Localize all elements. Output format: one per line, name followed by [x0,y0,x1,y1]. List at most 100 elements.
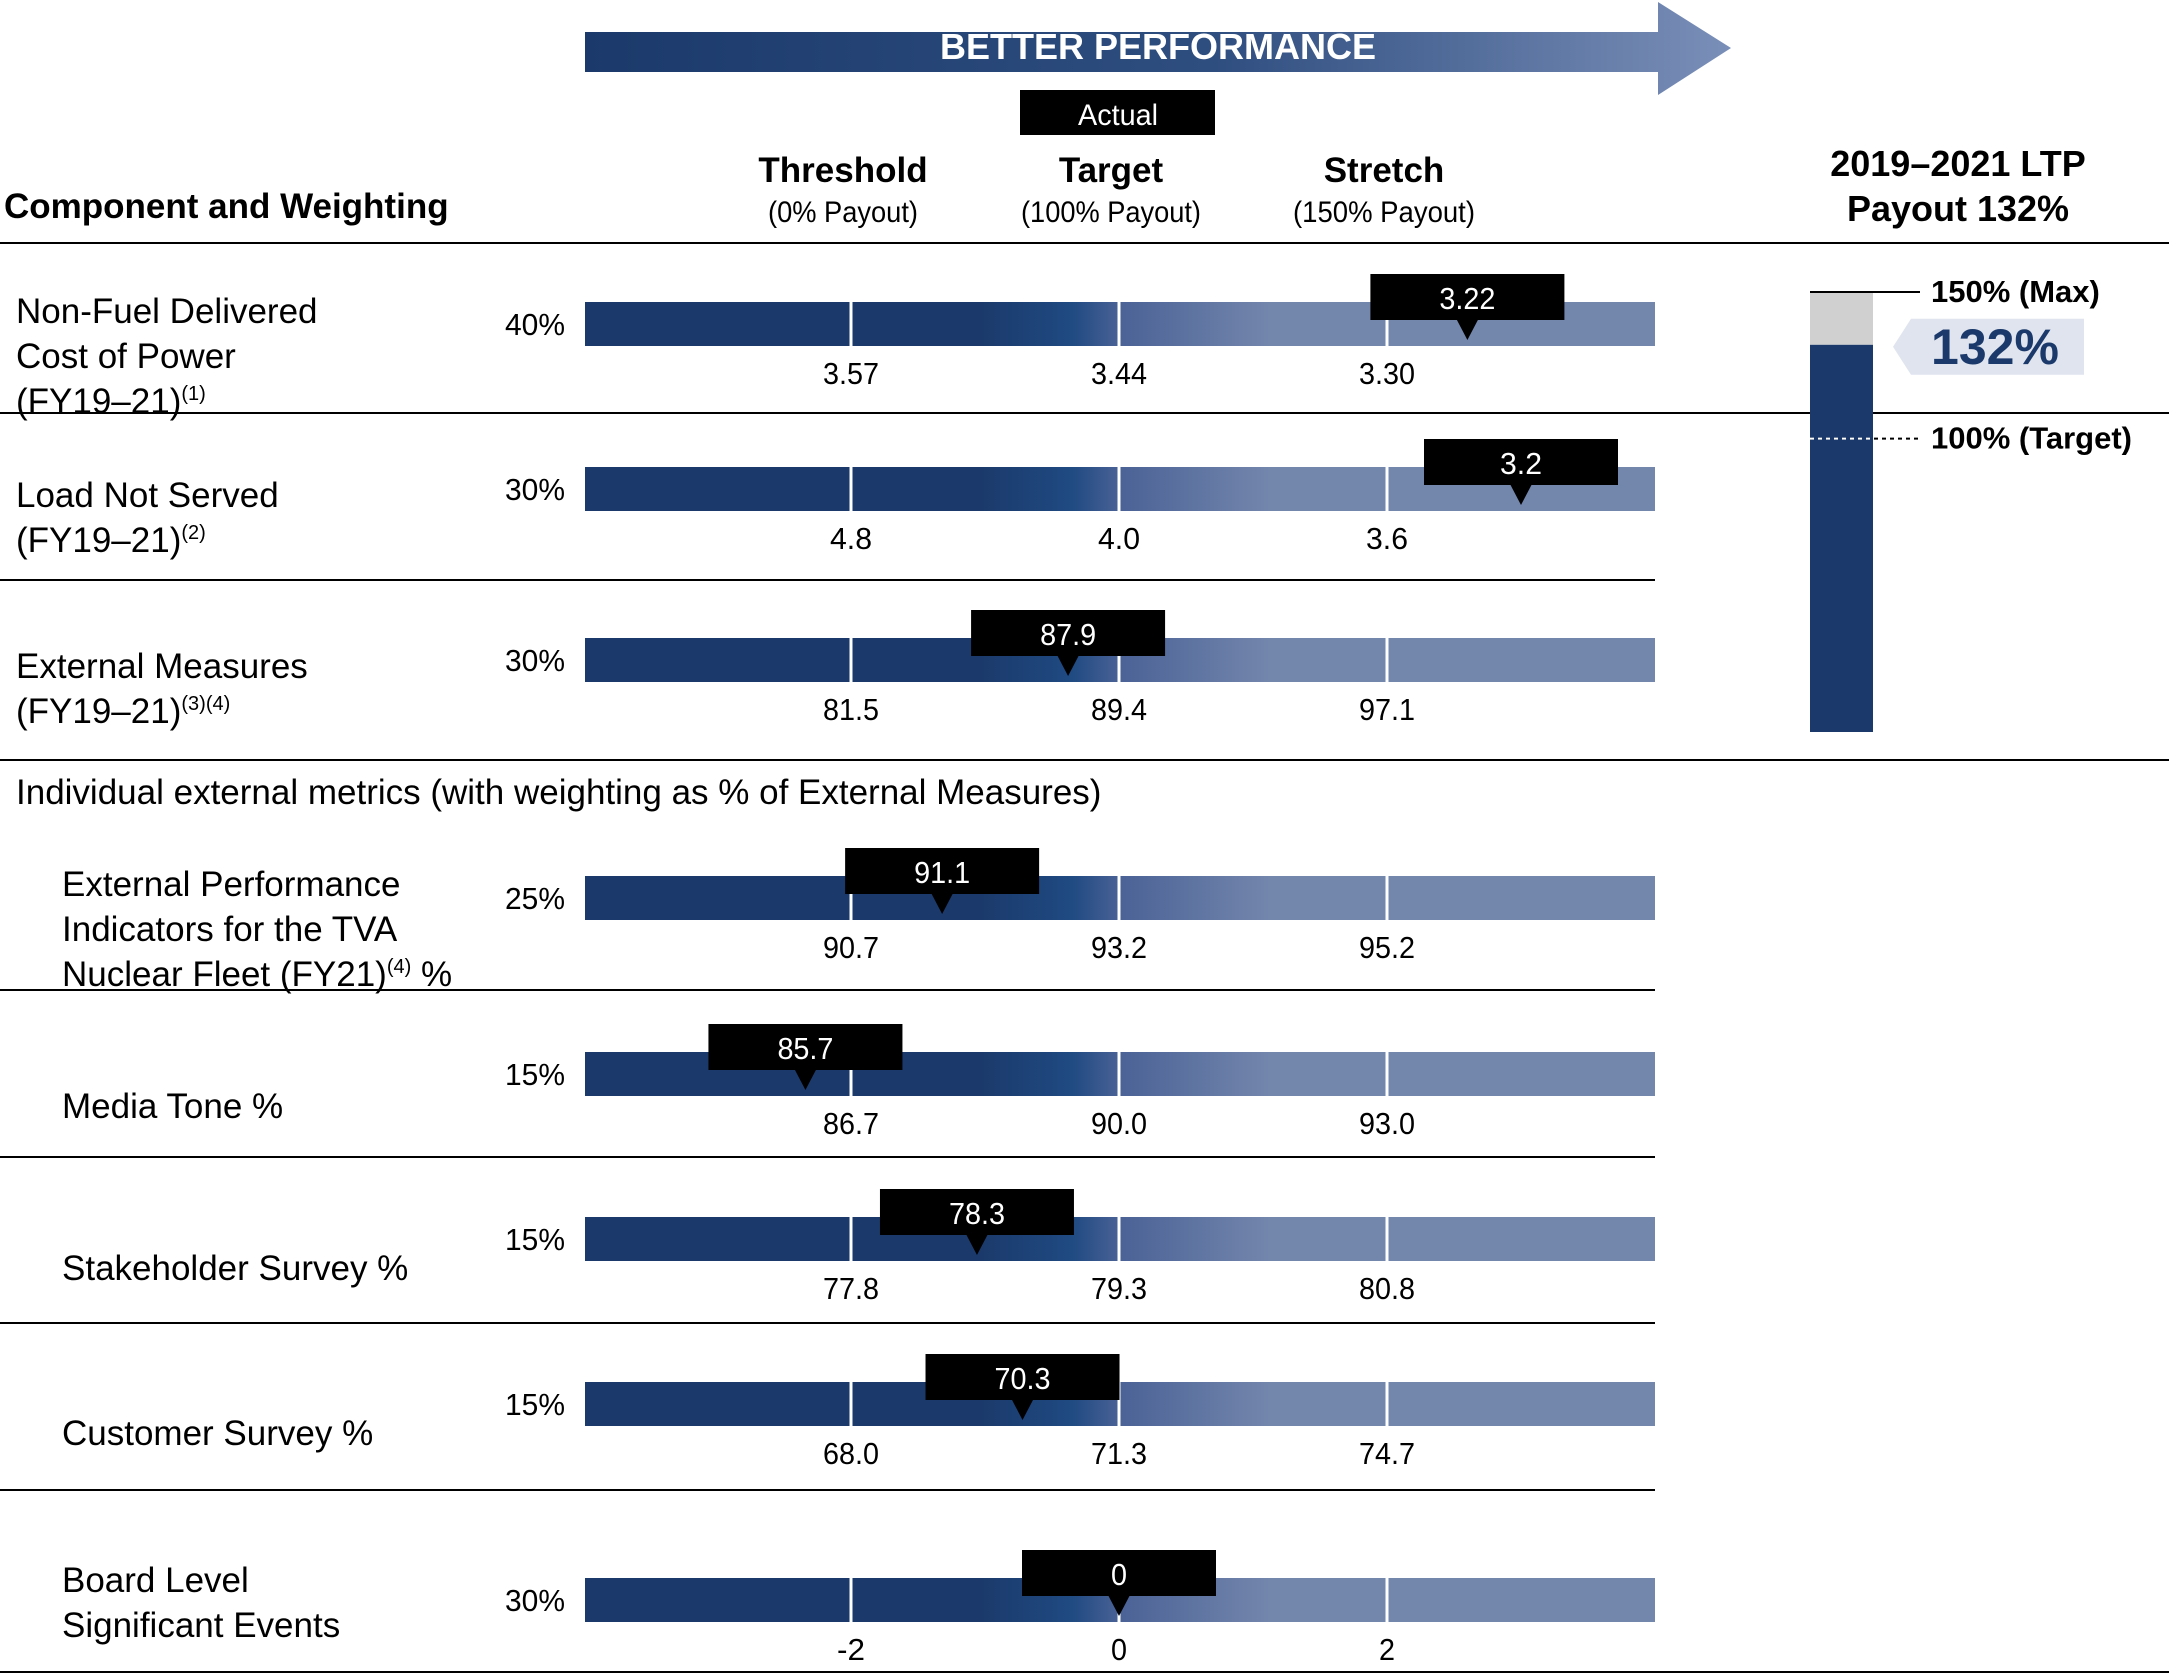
actual-marker: 3.2 [1424,439,1618,505]
actual-box [708,1024,903,1070]
metric-label-line: External Performance [62,865,400,904]
actual-pointer [1057,655,1080,676]
metric-label-line: (FY19–21)(1) [16,382,206,421]
actual-box [925,1354,1120,1400]
actual-pointer [1108,1595,1130,1616]
metric-label-line: Stakeholder Survey % [62,1249,408,1288]
target-value: 90.0 [1091,1106,1147,1141]
metric-weight: 30% [505,643,565,678]
actual-box [879,1189,1074,1235]
metric-weight: 30% [505,1583,565,1618]
target-value: 93.2 [1091,930,1147,965]
metric-label-line: Media Tone % [62,1087,283,1126]
metric-weight: 30% [505,472,565,507]
actual-marker: 3.22 [1370,274,1565,340]
metric-row: External Measures (FY19–21)(3)(4) 30% 81.5 8… [0,610,2169,761]
metric-row: Board Level Significant Events 30% -2 0 2 0 [0,1550,2169,1673]
actual-value: 78.3 [949,1196,1005,1231]
actual-pointer [1510,484,1532,505]
actual-value: 3.2 [1500,446,1542,481]
threshold-value: 77.8 [823,1271,879,1306]
metric-weight: 25% [505,881,565,916]
metric-label-line: Load Not Served [16,476,279,515]
footnote-marker: (3)(4) [181,693,230,715]
stretch-value: 80.8 [1359,1271,1415,1306]
footnote-marker: (2) [181,522,205,544]
actual-value: 3.22 [1439,281,1495,316]
actual-marker: 78.3 [879,1189,1074,1255]
ltp-title-line2: Payout 132% [1847,188,2069,229]
metric-row: Non-Fuel Delivered Cost of Power (FY19–21)… [0,274,2169,421]
metric-label-line: Customer Survey % [62,1414,373,1453]
actual-pointer [965,1234,988,1255]
subsection-heading: Individual external metrics (with weight… [16,773,1101,812]
actual-legend-label: Actual [1078,99,1158,132]
threshold-value: 81.5 [823,692,879,727]
actual-value: 70.3 [995,1361,1051,1396]
payout-column: 150% (Max) 100% (Target) 132% [1810,274,2132,732]
actual-box [1022,1550,1216,1596]
arrow-label: BETTER PERFORMANCE [940,26,1376,67]
payout-callout [1893,318,2084,375]
stretch-subheading: (150% Payout) [1293,196,1475,229]
max-label: 150% (Max) [1931,274,2100,309]
metric-rows: Non-Fuel Delivered Cost of Power (FY19–21)… [0,274,2169,1673]
metric-row: External Performance Indicators for the T… [0,848,1655,994]
ltp-title-line1: 2019–2021 LTP [1830,143,2086,184]
target-heading: Target [1059,151,1164,190]
stretch-value: 95.2 [1359,930,1415,965]
target-value: 0 [1111,1632,1127,1667]
metric-label-line: Nuclear Fleet (FY21)(4) % [62,955,452,994]
actual-box [1370,274,1565,320]
threshold-subheading: (0% Payout) [768,196,918,229]
target-value: 3.44 [1091,356,1147,391]
metric-label-line: (FY19–21)(3)(4) [16,692,230,731]
threshold-value: 3.57 [823,356,879,391]
footnote-marker: (1) [181,383,205,405]
actual-value: 0 [1111,1557,1127,1592]
payout-remaining [1810,292,1873,345]
threshold-value: 90.7 [823,930,879,965]
actual-marker: 85.7 [708,1024,903,1090]
metric-weight: 15% [505,1387,565,1422]
footnote-marker: (4) [387,956,411,978]
metric-label-line: Non-Fuel Delivered [16,292,318,331]
stretch-value: 3.6 [1366,521,1408,556]
stretch-value: 93.0 [1359,1106,1415,1141]
metric-label-line: External Measures [16,647,308,686]
payout-bar [1810,344,1873,732]
actual-marker: 70.3 [925,1354,1120,1420]
payout-value: 132% [1931,319,2059,375]
metric-label-line: Cost of Power [16,337,236,376]
actual-pointer [1456,319,1479,340]
actual-marker: 87.9 [971,610,1166,676]
target-label: 100% (Target) [1931,421,2132,456]
actual-value: 91.1 [914,855,970,890]
actual-box [845,848,1040,894]
stretch-heading: Stretch [1324,151,1445,190]
target-value: 4.0 [1098,521,1140,556]
metric-row: Stakeholder Survey % 15% 77.8 79.3 80.8 78.3 [0,1189,1655,1324]
actual-box [971,610,1166,656]
metric-row: Customer Survey % 15% 68.0 71.3 74.7 70.3 [0,1354,1655,1491]
metric-label-line: Board Level [62,1561,249,1600]
threshold-value: -2 [837,1632,865,1667]
metric-weight: 40% [505,307,565,342]
threshold-value: 86.7 [823,1106,879,1141]
actual-pointer [931,893,954,914]
actual-marker: 0 [1022,1550,1216,1616]
threshold-heading: Threshold [758,151,927,190]
stretch-value: 74.7 [1359,1436,1415,1471]
metric-weight: 15% [505,1057,565,1092]
stretch-value: 2 [1379,1632,1395,1667]
target-value: 79.3 [1091,1271,1147,1306]
metric-label-line: Indicators for the TVA [62,910,398,949]
metric-row: Load Not Served (FY19–21)(2) 30% 4.8 4.0 3.6 3… [0,439,1655,581]
actual-pointer [1011,1399,1034,1420]
better-performance-arrow: BETTER PERFORMANCE [585,2,1731,95]
stretch-value: 3.30 [1359,356,1415,391]
target-value: 71.3 [1091,1436,1147,1471]
actual-box [1424,439,1618,485]
threshold-value: 68.0 [823,1436,879,1471]
